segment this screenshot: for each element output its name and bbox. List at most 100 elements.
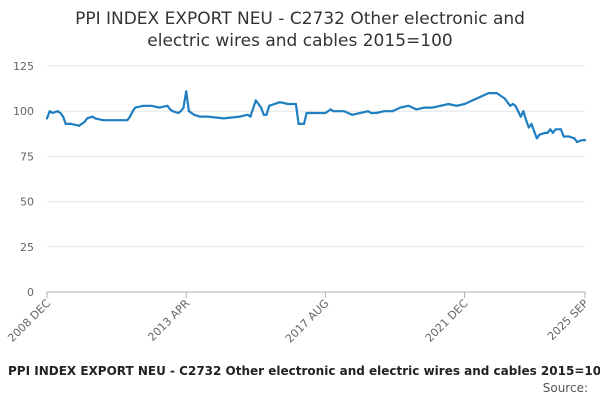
label-layer: 0 25 50 75 100 125 2008 DEC 2013 APR 2017 AUG 202…	[5, 60, 591, 345]
grid-layer	[47, 65, 585, 293]
data-point	[519, 115, 522, 118]
x-tick-label: 2025 SEP	[545, 297, 591, 343]
data-point	[447, 102, 450, 106]
data-point	[573, 137, 576, 140]
data-point	[522, 110, 525, 113]
data-point	[517, 110, 520, 113]
data-point	[246, 113, 249, 116]
footer-source: Source:	[542, 381, 588, 395]
series-layer	[45, 90, 587, 143]
data-point	[567, 135, 571, 138]
data-point	[86, 117, 89, 120]
data-point	[48, 110, 51, 113]
data-point	[559, 128, 563, 131]
data-point	[538, 133, 541, 136]
data-point	[343, 110, 346, 113]
data-point	[78, 124, 81, 127]
data-point	[463, 102, 466, 106]
x-tick-label: 2021 DEC	[423, 297, 471, 345]
data-point	[308, 111, 311, 115]
data-point	[260, 106, 263, 109]
y-tick-label: 75	[20, 150, 34, 163]
data-point	[45, 117, 49, 120]
data-point	[562, 135, 565, 138]
data-point	[575, 140, 579, 143]
data-point	[551, 131, 555, 134]
data-point	[337, 110, 340, 113]
data-point	[70, 122, 73, 125]
data-point	[369, 111, 372, 115]
data-point	[297, 122, 300, 125]
data-point	[131, 110, 134, 113]
data-point	[407, 104, 410, 107]
data-point	[391, 110, 394, 113]
data-point	[527, 126, 530, 129]
data-point	[514, 104, 517, 107]
data-point	[455, 104, 458, 107]
data-point	[543, 131, 547, 134]
data-point	[439, 104, 442, 107]
data-point	[142, 104, 145, 107]
data-point	[359, 111, 362, 115]
data-point	[185, 90, 188, 93]
data-point	[316, 111, 319, 115]
data-point	[169, 108, 172, 111]
y-tick-label: 125	[13, 60, 34, 73]
data-point	[581, 139, 584, 142]
data-point	[511, 102, 514, 106]
chart-title-line-1: PPI INDEX EXPORT NEU - C2732 Other elect…	[75, 9, 525, 29]
data-point	[59, 111, 62, 115]
data-point	[503, 97, 506, 100]
data-point	[150, 104, 153, 107]
data-point	[134, 106, 137, 109]
data-point	[324, 111, 327, 115]
y-tick-label: 100	[13, 105, 34, 118]
data-point	[254, 99, 257, 102]
chart-title: PPI INDEX EXPORT NEU - C2732 Other elect…	[0, 8, 600, 52]
data-point	[278, 101, 281, 104]
data-point	[383, 110, 386, 113]
data-point	[423, 106, 426, 109]
data-point	[546, 131, 549, 134]
data-point	[64, 122, 67, 125]
data-point	[126, 119, 129, 122]
data-point	[549, 128, 552, 131]
data-point	[222, 117, 225, 120]
data-point	[268, 104, 271, 107]
y-tick-label: 25	[20, 241, 34, 254]
axis-layer	[46, 291, 586, 298]
data-point	[367, 110, 370, 113]
data-point	[94, 117, 97, 120]
data-point	[554, 128, 557, 131]
data-point	[158, 106, 161, 109]
data-point	[91, 115, 94, 118]
data-point	[329, 108, 332, 111]
x-tick-label: 2017 AUG	[283, 297, 332, 346]
x-tick-label: 2008 DEC	[5, 297, 53, 345]
data-point	[177, 111, 180, 115]
data-point	[530, 122, 533, 125]
data-point	[51, 111, 54, 115]
data-point	[171, 110, 174, 113]
data-point	[479, 95, 482, 98]
chart-title-line-2: electric wires and cables 2015=100	[147, 31, 453, 51]
data-point	[302, 122, 306, 125]
x-tick-label: 2013 APR	[145, 297, 192, 344]
data-point	[179, 110, 182, 113]
footer-caption: PPI INDEX EXPORT NEU - C2732 Other elect…	[8, 364, 600, 378]
data-point	[166, 104, 169, 107]
data-point	[262, 113, 265, 116]
data-point	[286, 102, 289, 106]
data-point	[399, 106, 402, 109]
data-point	[56, 110, 59, 113]
data-point	[187, 110, 190, 113]
data-point	[375, 111, 378, 115]
data-point	[415, 108, 418, 111]
data-point	[273, 102, 276, 106]
data-point	[535, 137, 538, 140]
data-point	[182, 106, 185, 109]
data-point	[67, 122, 70, 125]
data-point	[206, 115, 209, 118]
y-tick-label: 50	[20, 196, 34, 209]
